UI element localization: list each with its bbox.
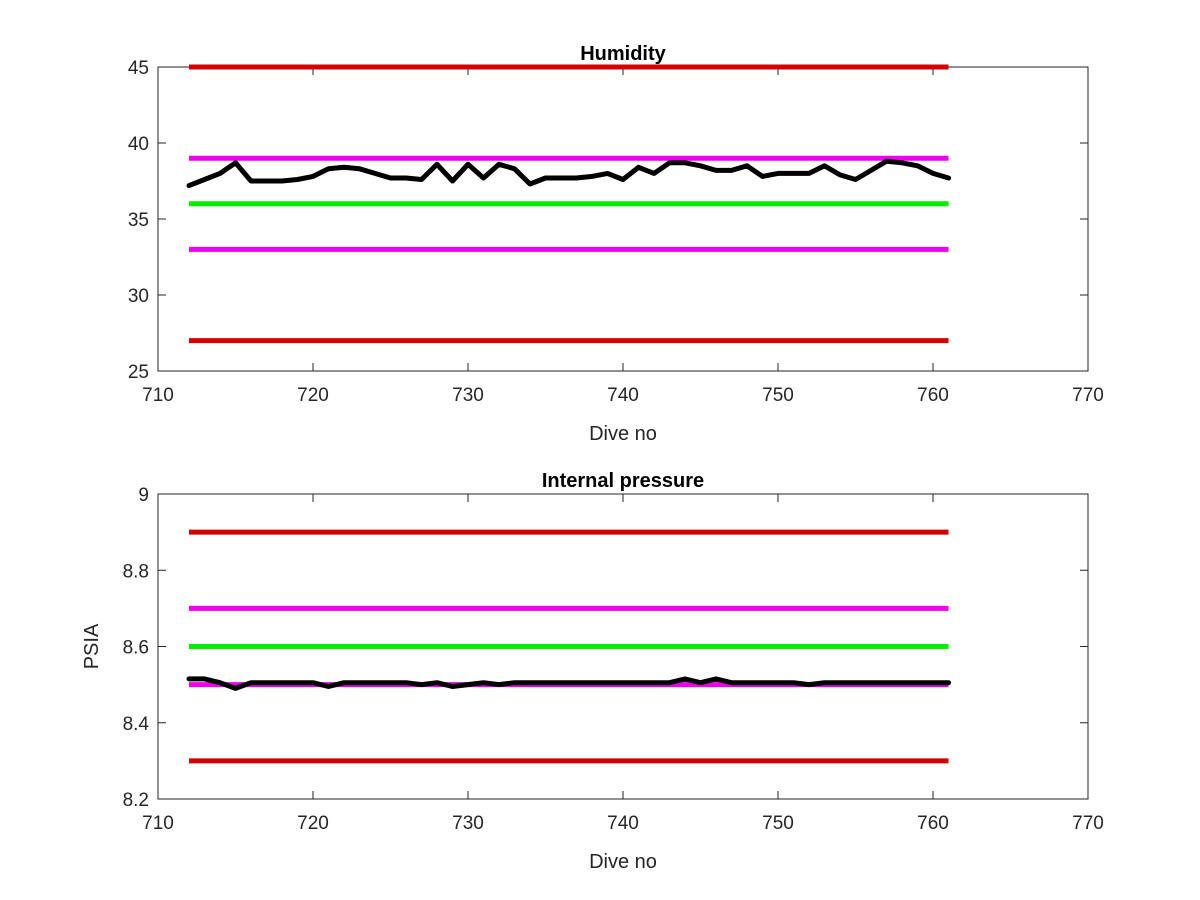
humidity-subplot: 710 720 730 740 750 760 770 25 30 35 40 45 Humidity D… <box>128 43 1104 445</box>
x-tick-label: 750 <box>762 813 794 834</box>
y-tick-label: 9 <box>138 485 149 506</box>
chart-title: Internal pressure <box>542 470 704 492</box>
x-tick-label: 770 <box>1072 385 1104 406</box>
y-tick-label: 25 <box>128 362 149 383</box>
x-tick-label: 720 <box>297 813 329 834</box>
x-tick-label: 770 <box>1072 813 1104 834</box>
y-tick-label: 8.8 <box>123 561 149 582</box>
y-tick-label: 8.2 <box>123 790 149 811</box>
x-tick-label: 710 <box>142 813 174 834</box>
data-series-line <box>186 676 951 691</box>
chart-title: Humidity <box>580 43 666 65</box>
y-tick-label: 40 <box>128 134 149 155</box>
x-tick-label: 730 <box>452 385 484 406</box>
x-tick-label: 710 <box>142 385 174 406</box>
y-tick-label: 45 <box>128 58 149 79</box>
y-axis-label: PSIA <box>81 623 103 669</box>
x-tick-label: 720 <box>297 385 329 406</box>
x-tick-label: 740 <box>607 385 639 406</box>
x-axis-label: Dive no <box>589 851 657 873</box>
y-tick-label: 35 <box>128 210 149 231</box>
plot-area <box>157 66 1089 372</box>
x-axis-label: Dive no <box>589 423 657 445</box>
x-tick-label: 760 <box>917 385 949 406</box>
x-tick-label: 740 <box>607 813 639 834</box>
x-tick-label: 750 <box>762 385 794 406</box>
y-tick-label: 8.6 <box>123 638 149 659</box>
x-tick-label: 730 <box>452 813 484 834</box>
data-series-line <box>186 158 951 189</box>
y-tick-label: 8.4 <box>123 714 150 735</box>
x-tick-label: 760 <box>917 813 949 834</box>
internal-pressure-subplot: 710 720 730 740 750 760 770 8.2 8.4 8.6 8.8 9 Intern… <box>81 470 1104 873</box>
y-tick-label: 30 <box>128 286 149 307</box>
